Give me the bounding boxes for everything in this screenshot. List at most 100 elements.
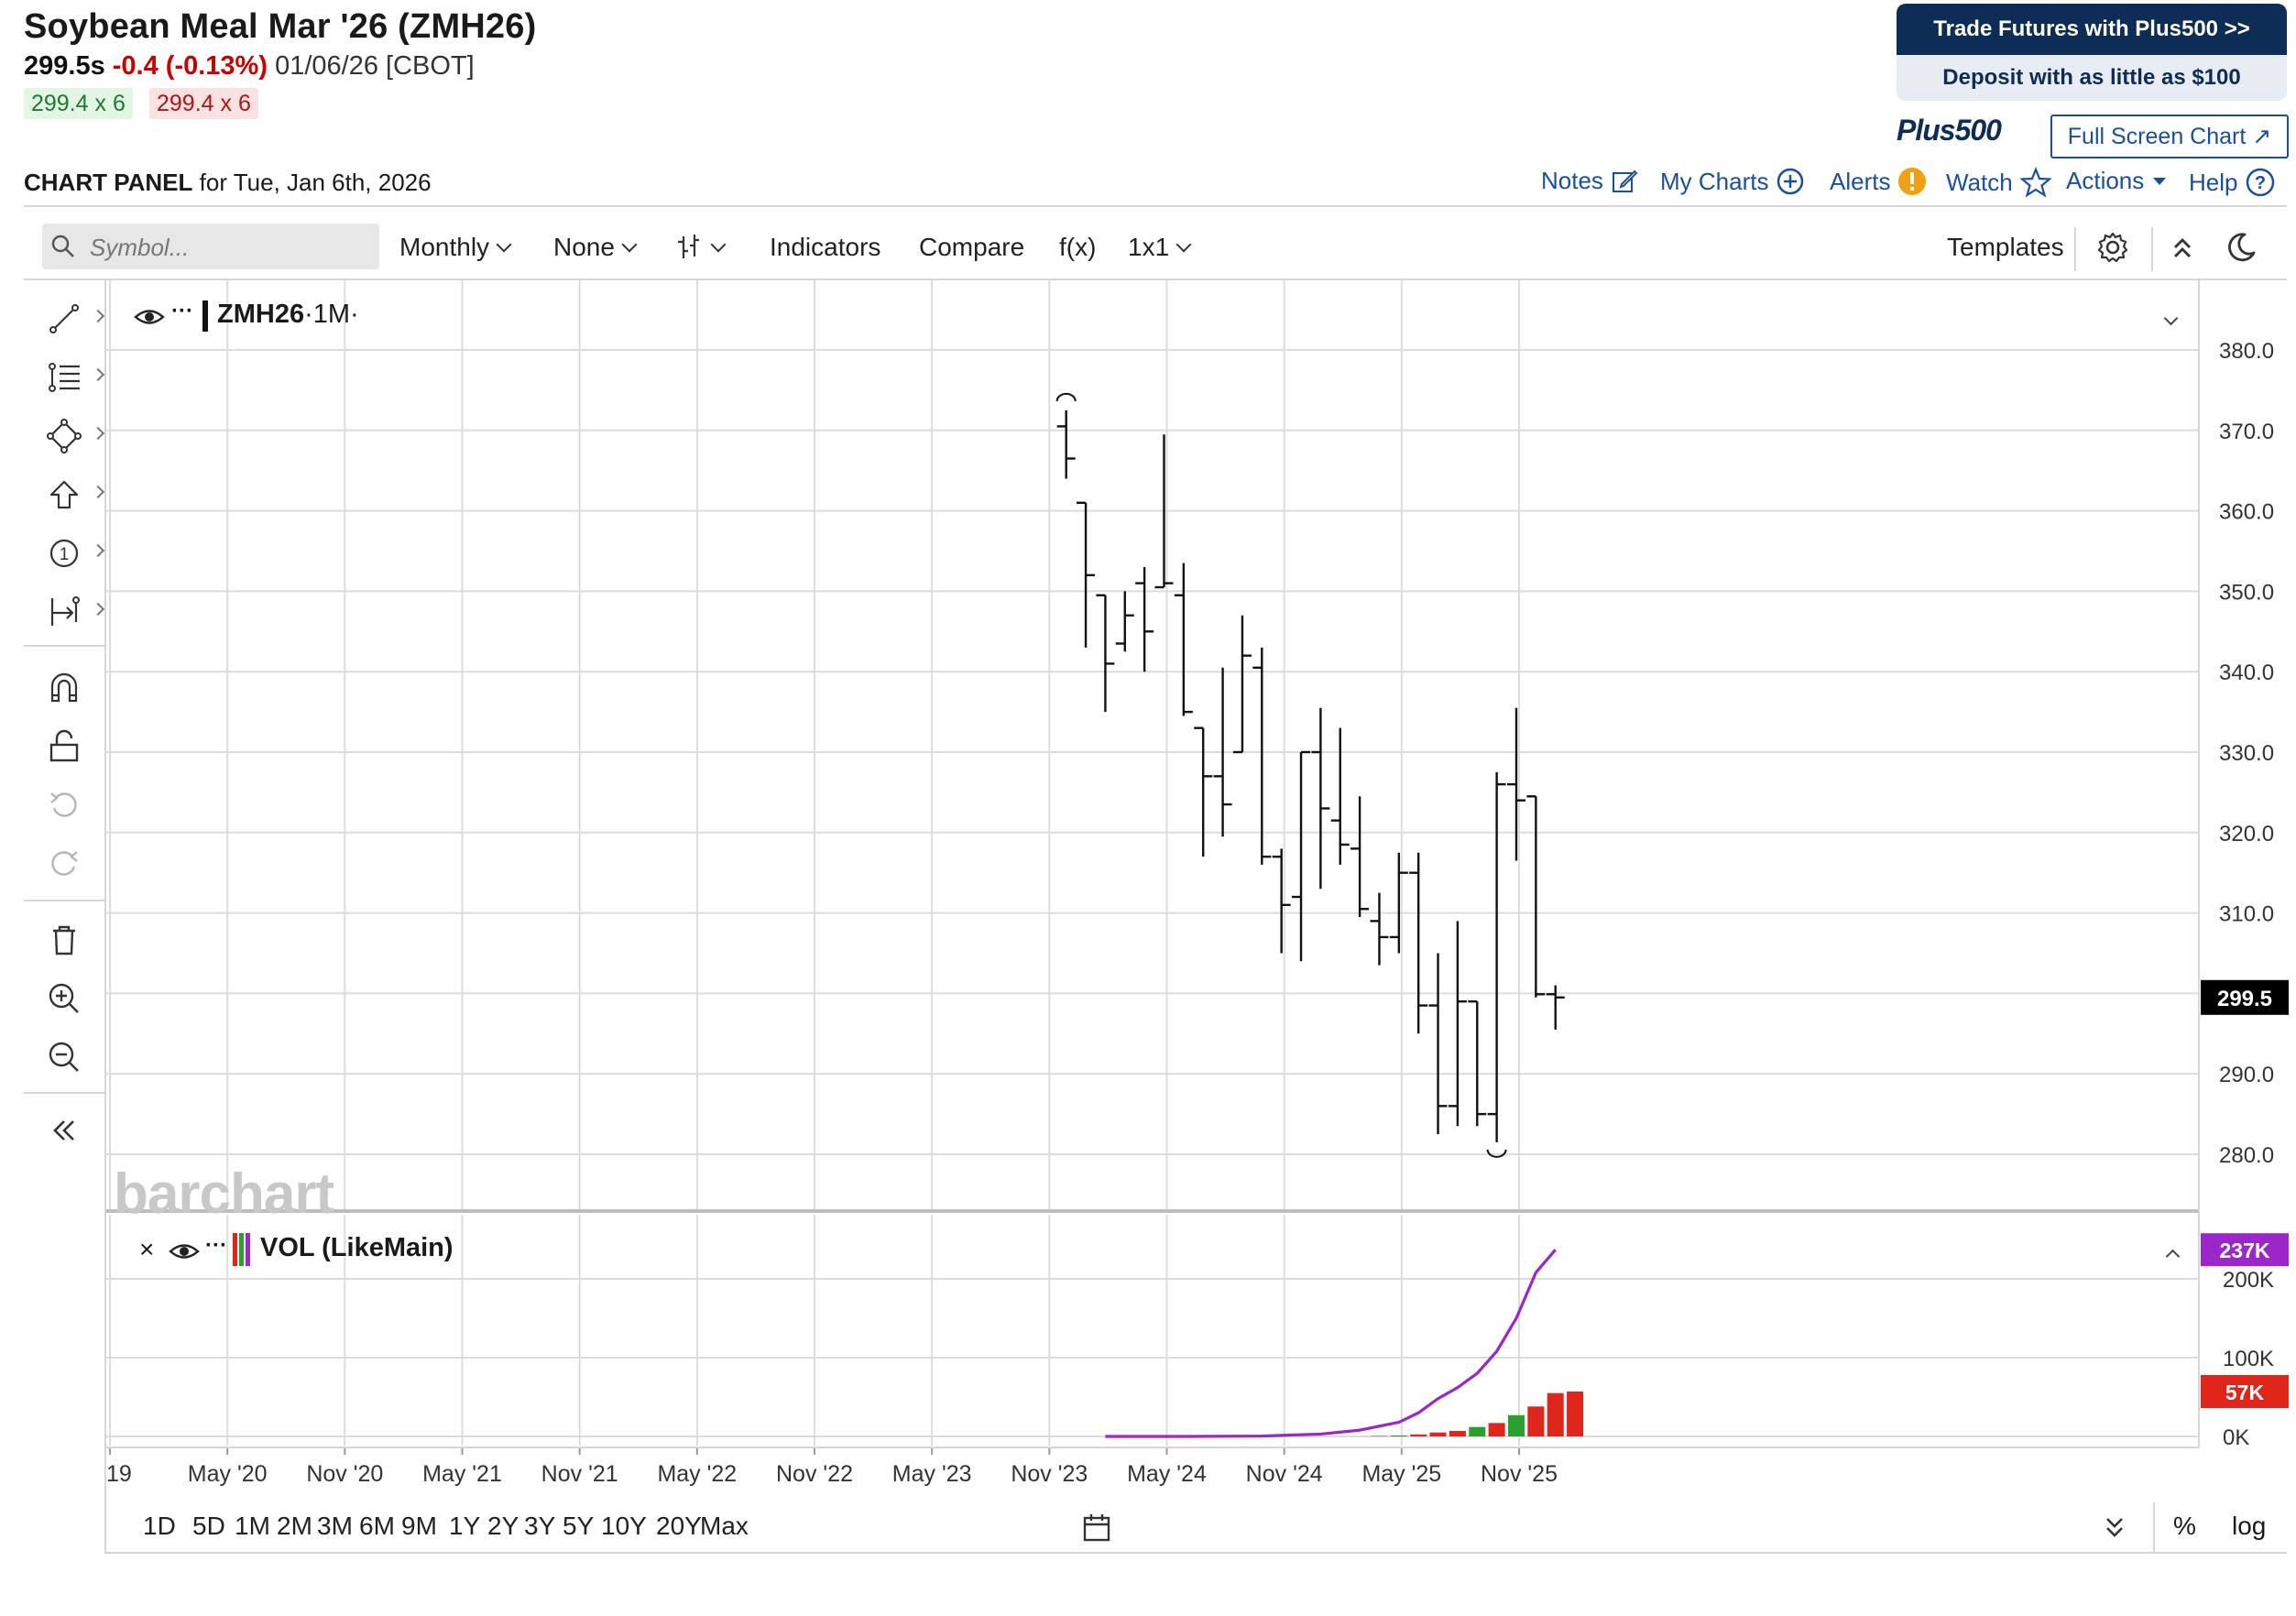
last-volume-tag-label: 57K — [2225, 1381, 2265, 1404]
compare-button[interactable]: Compare — [919, 233, 1024, 262]
full-screen-chart-button[interactable]: Full Screen Chart ↗ — [2050, 115, 2289, 158]
zoom-out-button[interactable] — [24, 1033, 104, 1081]
shapes-tool[interactable] — [24, 412, 105, 460]
fibonacci-tool[interactable] — [24, 354, 105, 401]
notes-link[interactable]: Notes — [1541, 167, 1638, 195]
last-volume-tag — [2201, 1374, 2289, 1408]
x-tick-label: Nov '22 — [776, 1461, 853, 1487]
period-select[interactable]: Monthly — [399, 233, 512, 262]
log-scale-toggle[interactable]: log — [2232, 1512, 2267, 1540]
volume-cumulative-line — [1105, 1249, 1557, 1438]
y-tick-label: 350.0 — [2219, 580, 2274, 605]
x-tick-label: Nov '21 — [541, 1461, 618, 1487]
ad-deposit-link[interactable]: Deposit with as little as $100 — [1897, 55, 2287, 101]
range-button-3m[interactable]: 3M — [317, 1512, 353, 1540]
function-button[interactable]: f(x) — [1059, 233, 1096, 262]
range-button-9m[interactable]: 9M — [401, 1512, 437, 1540]
range-button-20y[interactable]: 20Y — [656, 1512, 702, 1540]
ad-trade-futures-link[interactable]: Trade Futures with Plus500 >> — [1897, 4, 2287, 55]
range-button-max[interactable]: Max — [700, 1512, 749, 1540]
eye-icon[interactable] — [169, 1239, 200, 1263]
main-series-legend: ZMH26·1M· — [217, 300, 359, 330]
chart-panel-label: CHART PANEL — [24, 169, 193, 196]
counter-tool[interactable]: 1 — [24, 530, 105, 577]
redo-icon — [51, 851, 78, 876]
toolbar-separator — [2151, 227, 2153, 271]
my-charts-link[interactable]: My Charts — [1660, 167, 1805, 196]
symbol-search-placeholder: Symbol... — [90, 234, 190, 261]
percent-scale-toggle[interactable]: % — [2173, 1512, 2196, 1540]
compare-label: Compare — [919, 233, 1025, 261]
chart-type-select[interactable] — [674, 233, 727, 262]
zoom-out-icon — [49, 1042, 79, 1072]
ohlc-bars-icon — [678, 235, 699, 258]
templates-button[interactable]: Templates — [1947, 233, 2064, 262]
actions-menu[interactable]: Actions — [2066, 167, 2168, 195]
range-button-2y[interactable]: 2Y — [487, 1512, 519, 1540]
trendline-tool[interactable] — [24, 295, 105, 343]
trash-icon — [53, 925, 75, 955]
watch-link[interactable]: Watch — [1946, 167, 2051, 198]
measure-icon — [50, 596, 80, 626]
delete-drawings-button[interactable] — [24, 916, 104, 964]
arrow-up-icon — [49, 480, 79, 509]
last-price-tag — [2201, 979, 2289, 1015]
dark-mode-moon-icon[interactable] — [2225, 231, 2258, 264]
range-button-1d[interactable]: 1D — [143, 1512, 176, 1540]
bid-badge: 299.4 x 6 — [24, 88, 133, 119]
quote-meta: 01/06/26 [CBOT] — [275, 51, 475, 81]
close-indicator-icon[interactable]: × — [139, 1235, 155, 1263]
layout-label: 1x1 — [1128, 233, 1170, 261]
volume-line-tag — [2201, 1233, 2289, 1267]
indicators-button[interactable]: Indicators — [770, 233, 880, 262]
actions-label: Actions — [2066, 167, 2145, 194]
range-button-10y[interactable]: 10Y — [601, 1512, 647, 1540]
divider — [24, 205, 2287, 207]
arrow-tool[interactable] — [24, 471, 105, 519]
x-tick-label: 19 — [106, 1461, 132, 1487]
magnet-tool[interactable] — [24, 663, 104, 711]
double-chevron-down-icon[interactable] — [2100, 1512, 2129, 1541]
lock-drawings-tool[interactable] — [24, 722, 104, 770]
last-price-tag-label: 299.5 — [2217, 987, 2272, 1011]
redo-button[interactable] — [24, 839, 104, 887]
settings-gear-icon[interactable] — [2096, 231, 2129, 264]
divider — [106, 1552, 2287, 1554]
range-button-6m[interactable]: 6M — [359, 1512, 395, 1540]
range-button-3y[interactable]: 3Y — [524, 1512, 556, 1540]
plus500-logo[interactable]: Plus500 — [1897, 114, 2002, 147]
x-tick-label: Nov '24 — [1246, 1461, 1323, 1487]
range-button-5d[interactable]: 5D — [192, 1512, 225, 1540]
last-price: 299.5s — [24, 51, 105, 81]
x-tick-label: May '20 — [188, 1461, 268, 1487]
alerts-link[interactable]: Alerts — [1830, 167, 1927, 196]
eye-icon[interactable] — [134, 305, 165, 329]
divider — [24, 1092, 104, 1094]
symbol-search-input[interactable] — [42, 224, 379, 269]
undo-button[interactable] — [24, 781, 104, 828]
more-options-icon[interactable]: ··· — [171, 299, 193, 323]
double-chevron-left-icon — [53, 1120, 74, 1141]
caret-down-icon — [2153, 177, 2167, 185]
divider — [104, 280, 106, 1554]
range-button-2m[interactable]: 2M — [277, 1512, 312, 1540]
range-button-5y[interactable]: 5Y — [563, 1512, 595, 1540]
main-series-interval: ·1M· — [304, 300, 359, 329]
overlay-select[interactable]: None — [553, 233, 638, 262]
range-button-1m[interactable]: 1M — [235, 1512, 270, 1540]
collapse-up-icon[interactable] — [2168, 233, 2197, 262]
layout-select[interactable]: 1x1 — [1128, 233, 1192, 262]
zoom-in-button[interactable] — [24, 975, 104, 1022]
volume-legend: VOL (LikeMain) — [260, 1233, 454, 1262]
shape-diamond-icon — [47, 419, 82, 453]
calendar-icon[interactable] — [1081, 1512, 1112, 1543]
measure-tool[interactable] — [24, 588, 105, 636]
collapse-toolbar-button[interactable] — [24, 1107, 104, 1154]
trendline-icon — [49, 304, 79, 333]
more-options-icon[interactable]: ··· — [205, 1233, 227, 1258]
range-button-1y[interactable]: 1Y — [449, 1512, 481, 1540]
x-tick-label: Nov '23 — [1011, 1461, 1088, 1487]
help-label: Help — [2189, 168, 2238, 196]
help-link[interactable]: Help ? — [2189, 167, 2276, 198]
